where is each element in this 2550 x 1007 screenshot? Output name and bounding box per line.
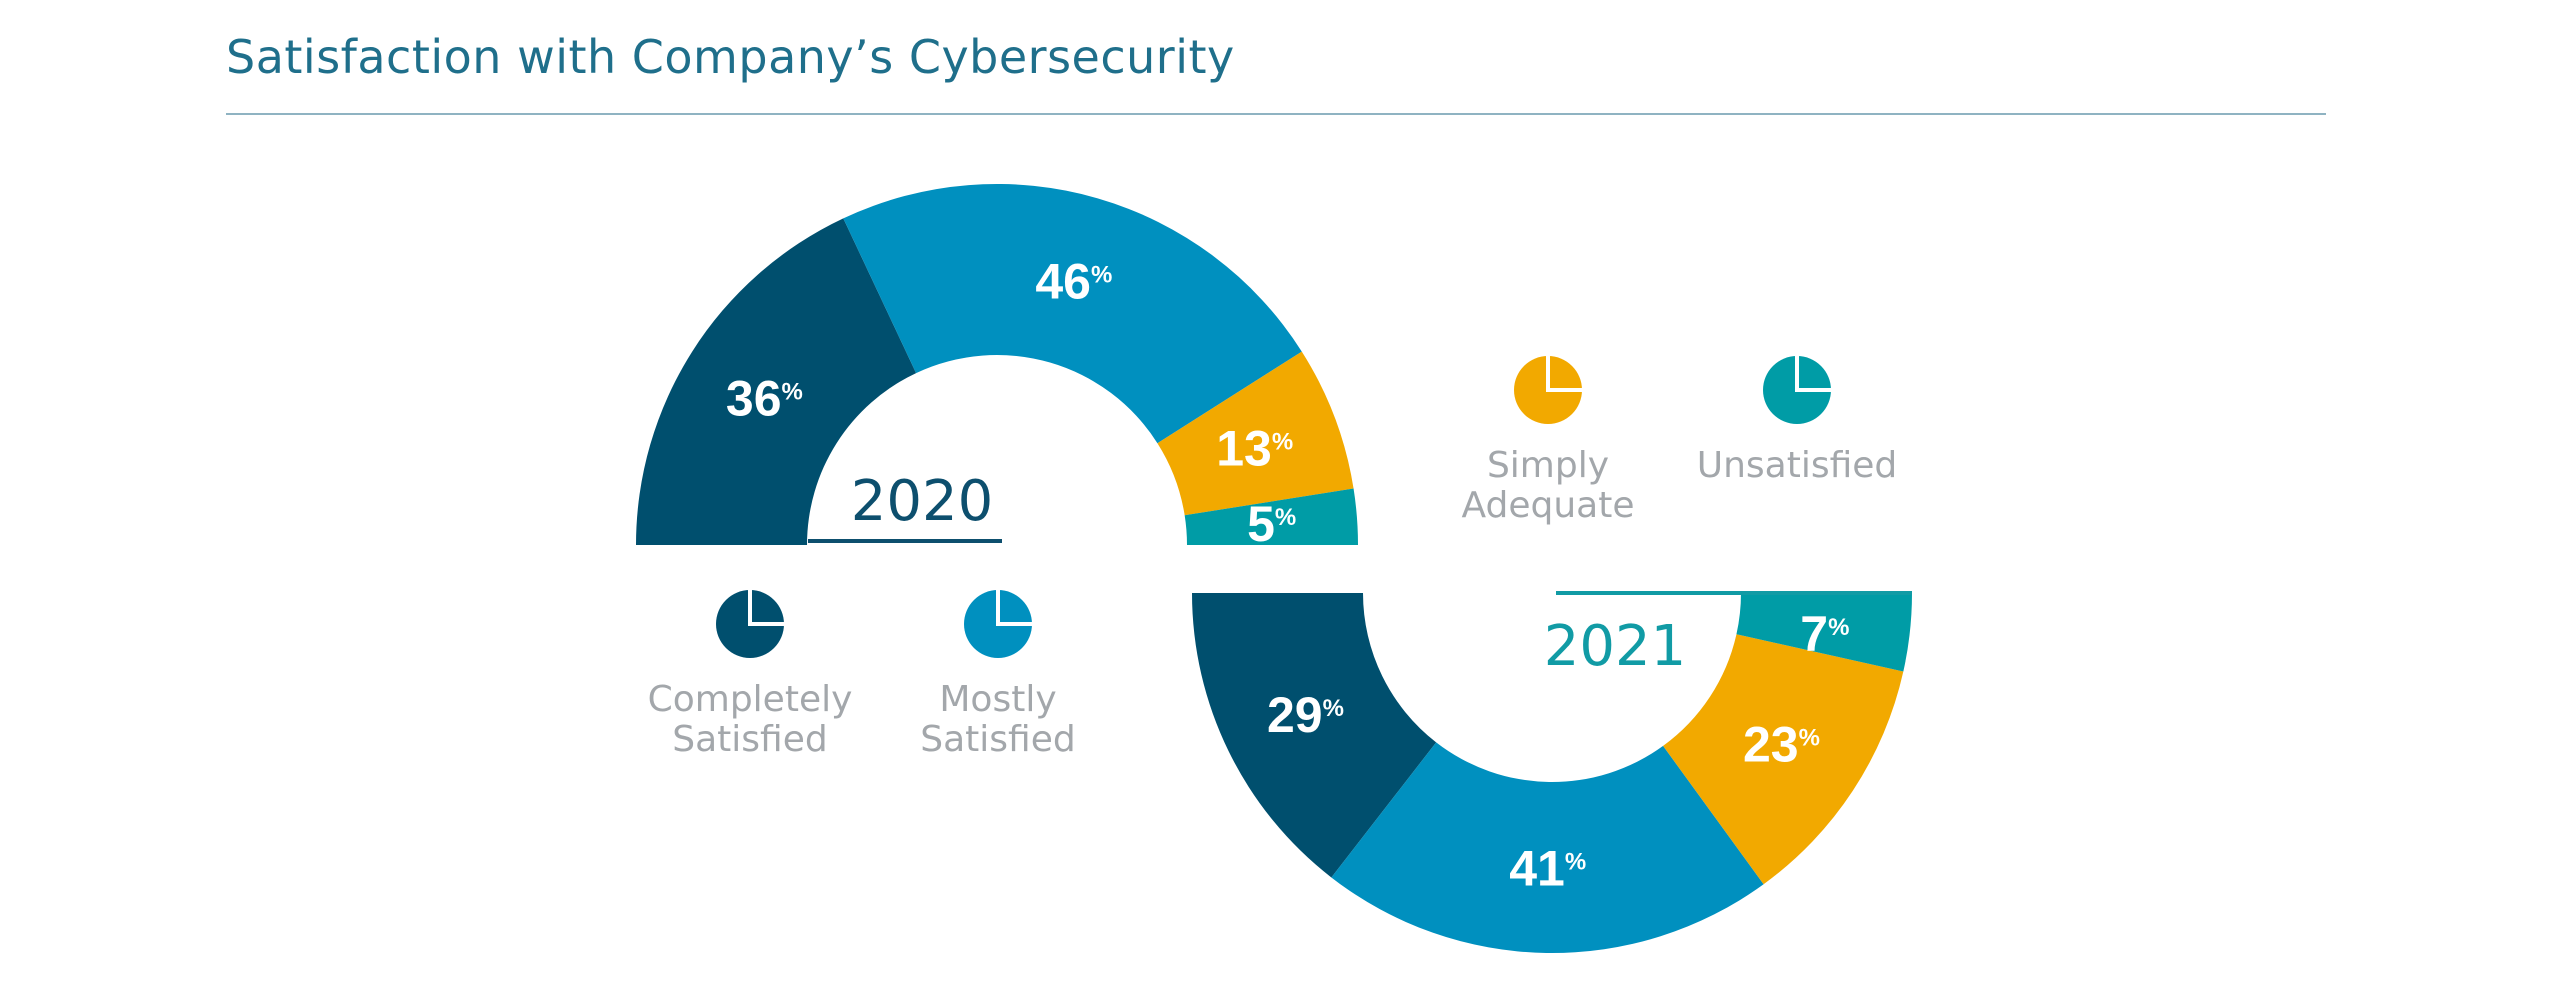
percent-sign: %: [782, 378, 803, 405]
slice-value-label: 29%: [1267, 687, 1344, 743]
pie-icon-wedge: [748, 590, 784, 626]
slice-value-label: 23%: [1743, 717, 1820, 773]
percent-sign: %: [1272, 429, 1293, 456]
legend-label-line2: Adequate: [1462, 485, 1635, 526]
donut-slice-2020-3: [1184, 488, 1358, 545]
slice-value-number: 29: [1267, 687, 1323, 743]
legend-item: Unsatisfied: [1697, 356, 1898, 486]
donut-slice-2020-0: [636, 218, 917, 546]
slice-value-number: 36: [726, 370, 782, 426]
slice-value-number: 7: [1800, 606, 1828, 662]
percent-sign: %: [1091, 261, 1112, 288]
slice-value-label: 13%: [1216, 421, 1293, 477]
title-divider: [226, 113, 2326, 115]
donut-slice-2021-0: [1192, 593, 1437, 878]
percent-sign: %: [1828, 614, 1849, 641]
pie-icon-wedge: [1795, 356, 1831, 392]
donut-slice-2020-1: [843, 184, 1302, 444]
slice-value-label: 7%: [1800, 606, 1849, 662]
percent-sign: %: [1565, 848, 1586, 875]
slice-value-label: 46%: [1035, 253, 1112, 309]
donut-slice-2021-3: [1736, 593, 1912, 672]
legend-label-line1: Unsatisfied: [1697, 445, 1898, 486]
slice-value-label: 36%: [726, 370, 803, 426]
legend-label-line1: Simply: [1487, 445, 1609, 486]
slice-value-number: 5: [1247, 496, 1275, 552]
year-label: 2020: [851, 469, 994, 534]
slice-value-label: 41%: [1509, 840, 1586, 896]
slice-value-number: 46: [1035, 253, 1091, 309]
legend-label-line2: Satisfied: [920, 719, 1075, 760]
pie-icon-wedge: [996, 590, 1032, 626]
legend-label-line1: Mostly: [939, 679, 1056, 720]
percent-sign: %: [1799, 725, 1820, 752]
slice-value-label: 5%: [1247, 496, 1296, 552]
chart-title: Satisfaction with Company’s Cybersecurit…: [226, 30, 1235, 84]
donut-slice-2020-2: [1157, 351, 1354, 516]
legend-label-line2: Satisfied: [672, 719, 827, 760]
year-label: 2021: [1544, 614, 1687, 679]
percent-sign: %: [1275, 504, 1296, 531]
percent-sign: %: [1323, 695, 1344, 722]
slice-value-number: 23: [1743, 717, 1799, 773]
donut-slice-2021-1: [1331, 742, 1764, 953]
slice-value-number: 41: [1509, 840, 1565, 896]
donut-slice-2021-2: [1663, 634, 1904, 885]
pie-icon-wedge: [1546, 356, 1582, 392]
slice-value-number: 13: [1216, 421, 1272, 477]
legend-label-line1: Completely: [648, 679, 853, 720]
